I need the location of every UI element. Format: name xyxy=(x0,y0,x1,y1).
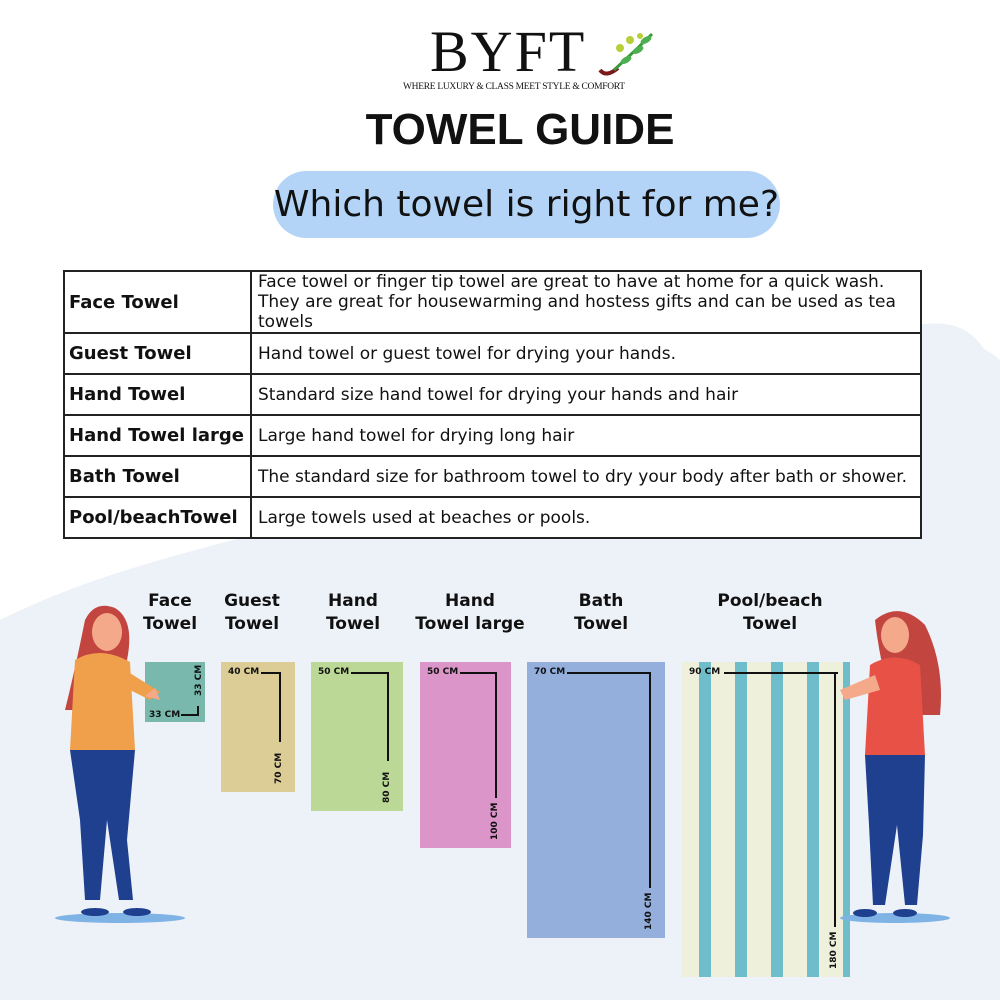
towel-label: Face Towel xyxy=(100,590,240,636)
towel-stripe xyxy=(771,662,783,977)
towel-table: Face Towel Face towel or finger tip towe… xyxy=(63,270,922,539)
towel-name: Face Towel xyxy=(63,270,252,334)
label-line: Hand xyxy=(328,591,378,611)
towel-stripe xyxy=(699,662,711,977)
height-dim: 140 CM xyxy=(644,892,654,930)
towel-name: Bath Towel xyxy=(63,455,252,498)
woman-illustration-left xyxy=(55,605,185,923)
label-line: Towel xyxy=(742,614,798,634)
height-dim: 70 CM xyxy=(274,752,284,784)
label-line: Bath xyxy=(578,591,624,611)
table-row: Bath Towel The standard size for bathroom… xyxy=(63,455,922,498)
towel-name: Guest Towel xyxy=(63,332,252,375)
towel-desc: Large towels used at beaches or pools. xyxy=(250,496,922,539)
woman-illustration-right xyxy=(840,611,950,923)
table-row: Hand Towel large Large hand towel for dry… xyxy=(63,414,922,457)
table-row: Guest Towel Hand towel or guest towel for… xyxy=(63,332,922,375)
height-dim: 180 CM xyxy=(829,931,839,969)
label-line: Guest xyxy=(224,591,280,611)
width-dim: 50 CM xyxy=(318,667,350,677)
width-dim: 33 CM xyxy=(149,710,181,720)
height-dim: 100 CM xyxy=(490,802,500,840)
towel-label: Hand Towel xyxy=(283,590,423,636)
brand-logo: BYFT xyxy=(430,19,587,84)
towel-swatch: 40 CM 70 CM xyxy=(221,662,295,792)
width-dim: 50 CM xyxy=(427,667,459,677)
width-dim: 40 CM xyxy=(228,667,260,677)
desc-line: They are great for housewarming and host… xyxy=(258,292,896,332)
towel-desc: Standard size hand towel for drying your… xyxy=(250,373,922,416)
towel-desc: The standard size for bathroom towel to … xyxy=(250,455,922,498)
desc-line: Face towel or finger tip towel are great… xyxy=(258,272,885,292)
label-line: Hand xyxy=(445,591,495,611)
towel-swatch: 50 CM 80 CM xyxy=(311,662,403,811)
label-line: Pool/beach xyxy=(717,591,823,611)
towel-name: Pool/beachTowel xyxy=(63,496,252,539)
towel-label: Bath Towel xyxy=(531,590,671,636)
towel-stripe xyxy=(735,662,747,977)
width-dim: 90 CM xyxy=(689,667,721,677)
label-line: Towel large xyxy=(415,614,525,634)
label-line: Face xyxy=(148,591,192,611)
table-row: Face Towel Face towel or finger tip towe… xyxy=(63,270,922,334)
towel-name: Hand Towel xyxy=(63,373,252,416)
towel-stripe xyxy=(843,662,850,977)
label-line: Towel xyxy=(325,614,381,634)
label-line: Towel xyxy=(224,614,280,634)
towel-label: Guest Towel xyxy=(182,590,322,636)
towel-stripe xyxy=(807,662,819,977)
label-line: Towel xyxy=(142,614,198,634)
table-row: Hand Towel Standard size hand towel for d… xyxy=(63,373,922,416)
towel-swatch: 50 CM 100 CM xyxy=(420,662,511,848)
subtitle-pill: Which towel is right for me? xyxy=(273,171,780,238)
towel-desc: Face towel or finger tip towel are great… xyxy=(250,270,922,334)
table-row: Pool/beachTowel Large towels used at beac… xyxy=(63,496,922,539)
towel-label: Pool/beach Towel xyxy=(700,590,840,636)
towel-name: Hand Towel large xyxy=(63,414,252,457)
page-title: TOWEL GUIDE xyxy=(365,105,675,154)
towel-desc: Hand towel or guest towel for drying you… xyxy=(250,332,922,375)
width-dim: 70 CM xyxy=(534,667,566,677)
towel-swatch: 70 CM 140 CM xyxy=(527,662,665,938)
brand-tagline: WHERE LUXURY & CLASS MEET STYLE & COMFOR… xyxy=(403,82,625,92)
label-line: Towel xyxy=(573,614,629,634)
leaf-icon xyxy=(598,32,654,76)
height-dim: 80 CM xyxy=(382,771,392,803)
towel-desc: Large hand towel for drying long hair xyxy=(250,414,922,457)
towel-label: Hand Towel large xyxy=(400,590,540,636)
height-dim: 33 CM xyxy=(194,664,204,696)
towel-swatch: 90 CM 180 CM xyxy=(682,662,850,977)
